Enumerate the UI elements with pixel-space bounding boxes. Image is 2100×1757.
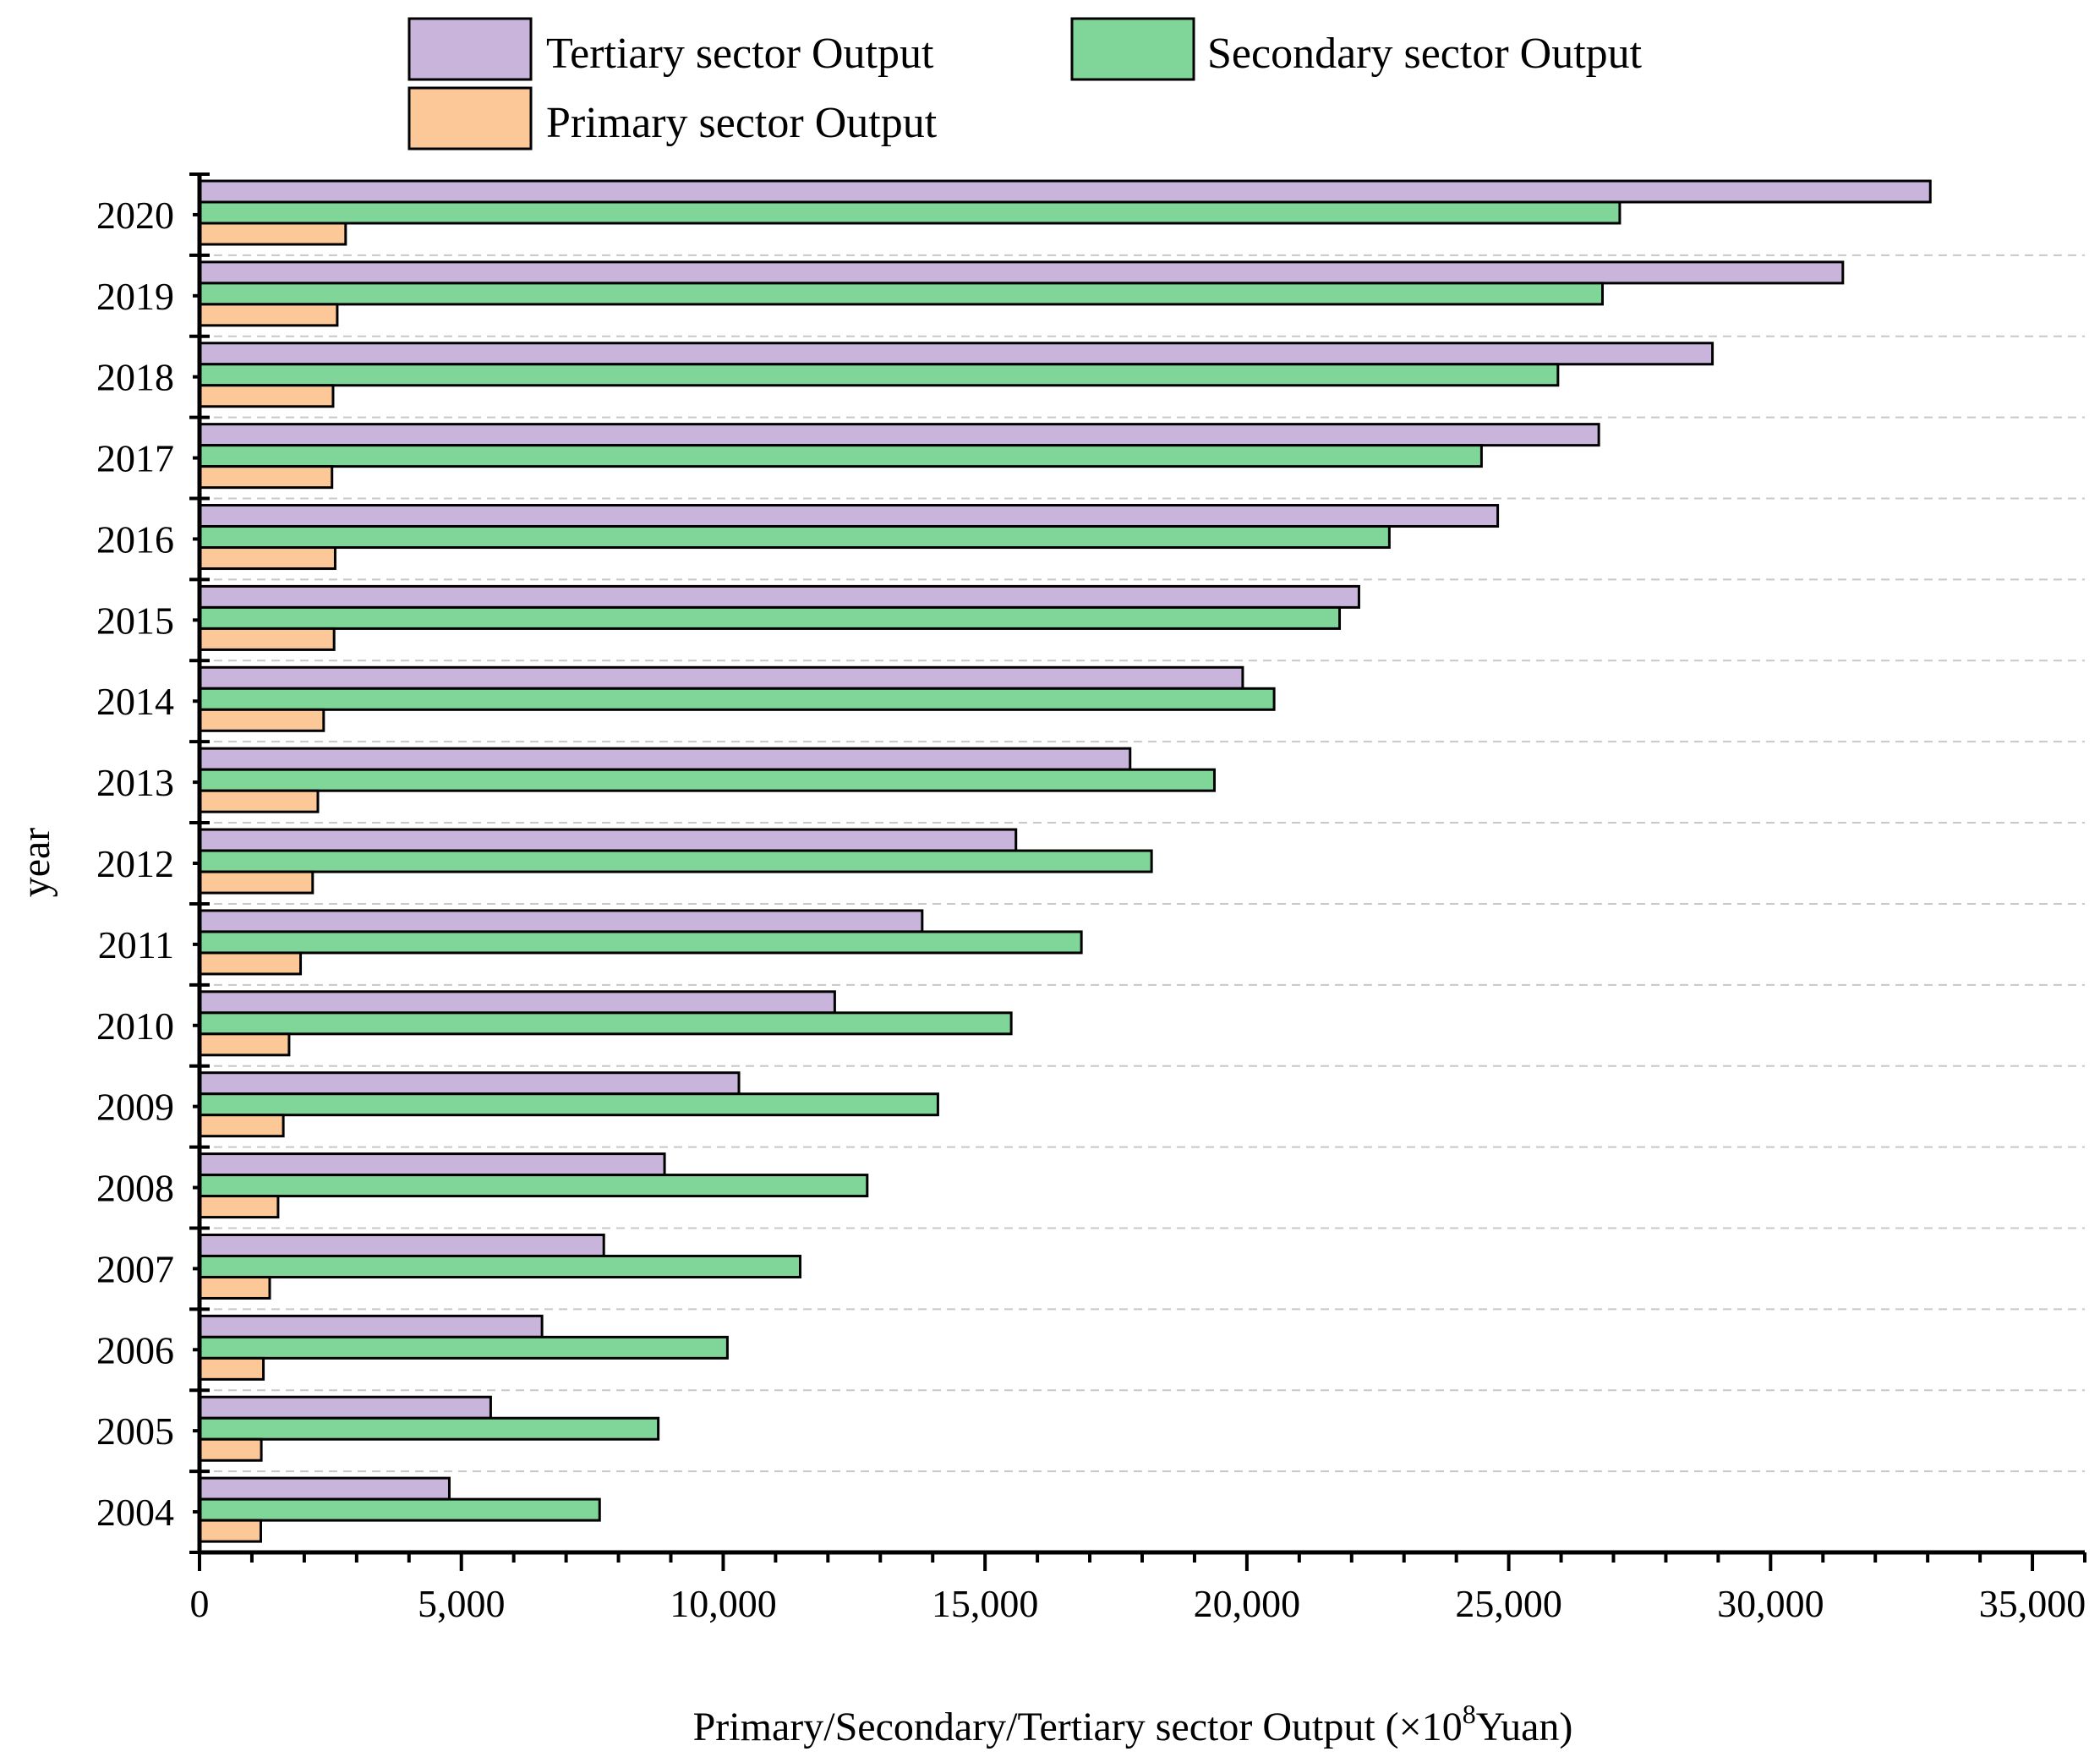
x-axis-title: Primary/Secondary/Tertiary sector Output…	[693, 1699, 1573, 1749]
bar-secondary-2005	[198, 1416, 660, 1441]
x-tick-label-30000: 30,000	[1717, 1582, 1824, 1625]
bar-secondary-2015	[198, 605, 1342, 630]
x-axis-title-suffix: Yuan)	[1476, 1705, 1573, 1749]
bar-secondary-2007	[198, 1254, 802, 1278]
bar-primary-2011	[198, 951, 303, 976]
bar-secondary-2019	[198, 282, 1604, 306]
bar-secondary-2016	[198, 525, 1391, 550]
x-tick-label-15000: 15,000	[932, 1582, 1039, 1625]
bar-tertiary-2012	[198, 828, 1018, 852]
bar-secondary-2020	[198, 200, 1621, 225]
x-tick-label-25000: 25,000	[1455, 1582, 1562, 1625]
bar-tertiary-2004	[198, 1476, 451, 1501]
x-axis-title-main: Primary/Secondary/Tertiary sector Output…	[693, 1705, 1463, 1749]
bar-tertiary-2010	[198, 990, 836, 1015]
y-tick-label-2007: 2007	[96, 1247, 174, 1290]
bar-primary-2018	[198, 384, 335, 408]
y-tick-label-2018: 2018	[96, 356, 174, 399]
bar-tertiary-2008	[198, 1152, 666, 1177]
bar-secondary-2006	[198, 1335, 729, 1360]
bar-tertiary-2015	[198, 584, 1360, 609]
grid-lines	[200, 254, 2085, 1473]
bar-tertiary-2009	[198, 1071, 741, 1096]
bar-secondary-2012	[198, 849, 1153, 873]
x-axis-title-superscript: 8	[1463, 1699, 1476, 1729]
bar-primary-2015	[198, 627, 336, 651]
x-tick-label-0: 0	[190, 1582, 210, 1625]
y-tick-label-2006: 2006	[96, 1328, 174, 1371]
bar-secondary-2009	[198, 1092, 939, 1117]
bar-tertiary-2006	[198, 1314, 544, 1338]
bar-primary-2017	[198, 465, 334, 490]
legend-swatch-tertiary	[407, 17, 533, 81]
bars	[198, 179, 1932, 1543]
bar-primary-2013	[198, 789, 320, 813]
bar-primary-2020	[198, 222, 347, 246]
legend-label-tertiary: Tertiary sector Output	[546, 30, 934, 78]
y-tick-label-2017: 2017	[96, 437, 174, 480]
y-tick-label-2013: 2013	[96, 761, 174, 804]
bar-primary-2019	[198, 303, 339, 327]
bar-secondary-2010	[198, 1011, 1013, 1036]
legend-label-secondary: Secondary sector Output	[1207, 30, 1643, 78]
bar-primary-2009	[198, 1114, 285, 1138]
bar-tertiary-2011	[198, 909, 924, 933]
legend-swatch-secondary	[1070, 17, 1195, 81]
bar-tertiary-2018	[198, 342, 1714, 366]
bar-tertiary-2017	[198, 423, 1600, 447]
y-tick-label-2011: 2011	[98, 923, 174, 966]
y-tick-label-2019: 2019	[96, 275, 174, 318]
bar-secondary-2014	[198, 687, 1276, 711]
bar-secondary-2013	[198, 768, 1216, 792]
bar-tertiary-2014	[198, 665, 1244, 690]
bar-primary-2004	[198, 1519, 262, 1543]
legend: Tertiary sector Output Secondary sector …	[407, 17, 1643, 151]
ticks: 2020 2019 2018 2017 2016 2015 2014 2013 2012 2011…	[96, 172, 2086, 1625]
bar-tertiary-2005	[198, 1395, 492, 1420]
bar-primary-2005	[198, 1437, 263, 1462]
bar-tertiary-2013	[198, 747, 1132, 771]
bar-primary-2012	[198, 870, 314, 895]
bar-secondary-2011	[198, 930, 1083, 955]
bar-secondary-2018	[198, 363, 1560, 387]
y-tick-label-2015: 2015	[96, 599, 174, 642]
y-tick-label-2016: 2016	[96, 517, 174, 561]
x-tick-label-20000: 20,000	[1194, 1582, 1301, 1625]
bar-tertiary-2016	[198, 504, 1500, 528]
y-tick-label-2004: 2004	[96, 1491, 174, 1534]
bar-tertiary-2019	[198, 260, 1845, 285]
y-tick-label-2008: 2008	[96, 1167, 174, 1210]
bar-secondary-2008	[198, 1174, 869, 1198]
bar-primary-2008	[198, 1195, 280, 1219]
x-tick-label-10000: 10,000	[670, 1582, 777, 1625]
y-tick-label-2020: 2020	[96, 194, 174, 237]
bar-primary-2014	[198, 708, 325, 732]
bar-primary-2006	[198, 1356, 265, 1381]
x-tick-label-5000: 5,000	[418, 1582, 506, 1625]
y-tick-label-2010: 2010	[96, 1004, 174, 1048]
bar-tertiary-2007	[198, 1233, 605, 1257]
y-axis-title: year	[14, 828, 58, 898]
y-tick-label-2009: 2009	[96, 1086, 174, 1129]
bar-secondary-2017	[198, 444, 1483, 468]
x-tick-label-35000: 35,000	[1979, 1582, 2086, 1625]
y-tick-label-2014: 2014	[96, 680, 174, 723]
legend-label-primary: Primary sector Output	[546, 99, 938, 147]
legend-swatch-primary	[407, 86, 533, 151]
bar-tertiary-2020	[198, 179, 1932, 204]
bar-primary-2010	[198, 1032, 291, 1057]
y-tick-label-2012: 2012	[96, 842, 174, 885]
bar-secondary-2004	[198, 1497, 601, 1522]
y-tick-label-2005: 2005	[96, 1409, 174, 1453]
bar-primary-2007	[198, 1275, 271, 1300]
bar-primary-2016	[198, 546, 336, 571]
